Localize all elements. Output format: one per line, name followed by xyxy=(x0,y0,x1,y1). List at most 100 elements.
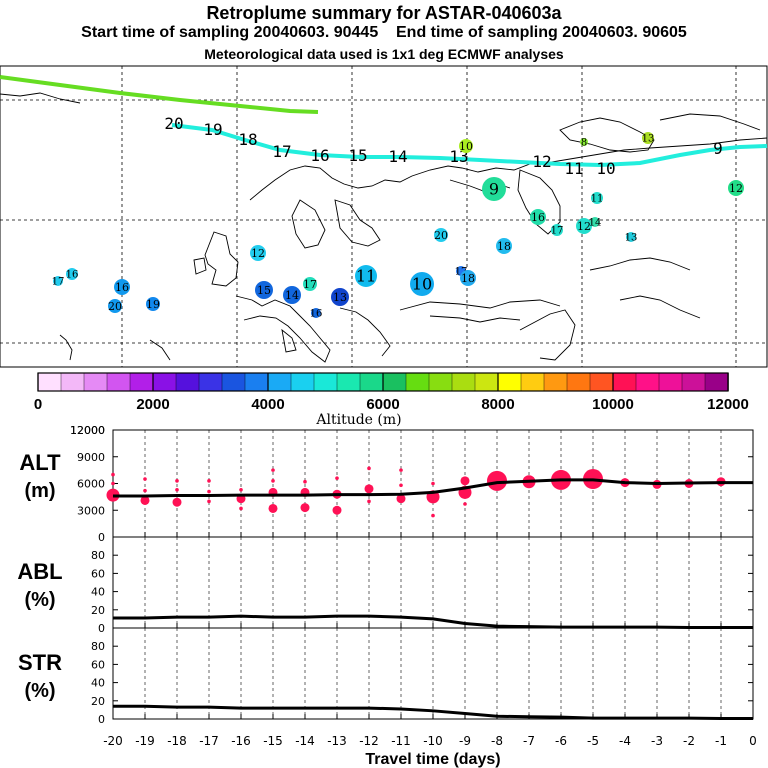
panel-frame xyxy=(112,429,754,538)
y-tick-label: 60 xyxy=(91,567,105,580)
panel-frame xyxy=(112,536,754,629)
altitude-bubble xyxy=(335,476,339,480)
series-line xyxy=(113,614,753,630)
colorbar-cell xyxy=(451,372,476,392)
map-cluster: 17 xyxy=(303,277,317,291)
cluster-label: 12 xyxy=(251,247,265,260)
map-cluster: 17 xyxy=(455,266,467,278)
cluster-dot xyxy=(355,265,377,287)
cluster-label: 12 xyxy=(577,220,591,233)
colorbar-cell xyxy=(589,372,614,392)
track-green xyxy=(0,75,319,114)
altitude-bubble xyxy=(106,488,120,502)
altitude-bubble xyxy=(300,503,310,513)
y-tick-label: 20 xyxy=(91,604,105,617)
map-cluster: 17 xyxy=(52,276,64,288)
map-cluster: 15 xyxy=(255,281,273,299)
altitude-bubble xyxy=(175,487,179,492)
map-cluster: 13 xyxy=(331,288,349,306)
map-cluster: 10 xyxy=(459,139,473,153)
colorbar-tick-label: 8000 xyxy=(481,396,514,413)
altitude-bubble xyxy=(239,487,243,492)
map-cluster: 9 xyxy=(482,177,506,201)
cluster-dot xyxy=(482,177,506,201)
altitude-bubble xyxy=(236,494,246,504)
altitude-bubble xyxy=(399,483,403,488)
map-cluster: 12 xyxy=(250,245,266,261)
map-cluster: 12 xyxy=(728,180,744,196)
panel-str: STR (%) 0 20 40 60 80 xyxy=(18,627,754,726)
cluster-label: 17 xyxy=(551,226,564,237)
cluster-dot xyxy=(626,232,636,242)
altitude-bubble xyxy=(367,499,371,504)
cluster-label: 14 xyxy=(589,218,602,229)
cluster-label: 16 xyxy=(531,211,545,224)
altitude-bubble xyxy=(300,487,310,497)
met-data-note: Meteorological data used is 1x1 deg ECMW… xyxy=(204,46,564,62)
x-tick-label: -16 xyxy=(231,734,251,748)
x-tick-label: -10 xyxy=(423,734,443,748)
x-axis: -20 -19 -18 -17 -16 -15 -14 -13 -12 -11 -10 -9 -8 -7-… xyxy=(103,734,757,768)
cluster-label: 15 xyxy=(257,284,271,297)
colorbar-cell xyxy=(290,372,315,392)
y-tick-label: 20 xyxy=(91,695,105,708)
cluster-dot xyxy=(146,297,160,311)
cluster-dot xyxy=(456,266,466,276)
track-label: 15 xyxy=(348,146,367,165)
cluster-dot xyxy=(331,288,349,306)
track-label: 9 xyxy=(713,139,723,158)
y-tick-label: 40 xyxy=(91,586,105,599)
x-tick-label: -12 xyxy=(359,734,379,748)
map-cluster: 17 xyxy=(551,224,564,237)
altitude-bubble xyxy=(172,497,182,507)
x-tick-label: -19 xyxy=(135,734,155,748)
map-cluster: 11 xyxy=(355,265,377,287)
altitude-bubble xyxy=(271,479,275,483)
altitude-bubble xyxy=(620,478,630,488)
cluster-label: 20 xyxy=(108,300,122,313)
cluster-dot xyxy=(66,268,78,280)
altitude-bubble xyxy=(175,479,179,483)
panel-ylabel-line2: (%) xyxy=(24,589,55,611)
altitude-bubble xyxy=(716,477,726,487)
cluster-dot xyxy=(459,139,473,153)
cluster-label: 18 xyxy=(497,240,511,253)
altitude-bubble xyxy=(460,476,470,486)
cluster-dot xyxy=(434,228,448,242)
cluster-label: 8 xyxy=(581,138,587,149)
sampling-times: Start time of sampling 20040603. 90445 E… xyxy=(0,24,768,42)
altitude-bubble xyxy=(268,503,278,513)
altitude-bubble xyxy=(207,499,211,504)
map-cluster: 16 xyxy=(530,209,546,225)
map-cluster: 16 xyxy=(310,308,322,320)
x-tick-label: -3 xyxy=(651,734,663,748)
map-cluster: 13 xyxy=(642,132,654,145)
cluster-label: 10 xyxy=(412,275,432,294)
y-tick-label: 80 xyxy=(91,549,105,562)
altitude-bubble xyxy=(396,494,406,504)
altitude-bubble xyxy=(143,488,147,493)
y-tick-label: 60 xyxy=(91,658,105,671)
colorbar-tick-label: 12000 xyxy=(707,396,749,413)
altitude-bubble xyxy=(303,479,307,484)
y-tick-label: 9000 xyxy=(77,451,105,464)
track-label: 10 xyxy=(596,159,615,178)
altitude-bubble xyxy=(463,502,467,506)
track-label: 13 xyxy=(449,147,468,166)
x-tick-label: -5 xyxy=(587,734,599,748)
colorbar-axis-label: Altitude (m) xyxy=(315,412,401,428)
altitude-bubble xyxy=(143,477,147,481)
y-tick-label: 0 xyxy=(98,713,105,726)
map-cluster: 16 xyxy=(66,268,78,281)
cluster-dot xyxy=(410,272,434,296)
colorbar-cell xyxy=(244,372,269,392)
panel-ylabel-line1: ALT xyxy=(19,450,61,475)
cluster-dot xyxy=(591,192,603,204)
colorbar-cell xyxy=(152,372,177,392)
colorbar-frame xyxy=(37,372,729,392)
cluster-label: 20 xyxy=(434,229,448,242)
colorbar-cell xyxy=(129,372,154,392)
altitude-bubble xyxy=(652,479,662,489)
coastlines xyxy=(0,92,768,363)
